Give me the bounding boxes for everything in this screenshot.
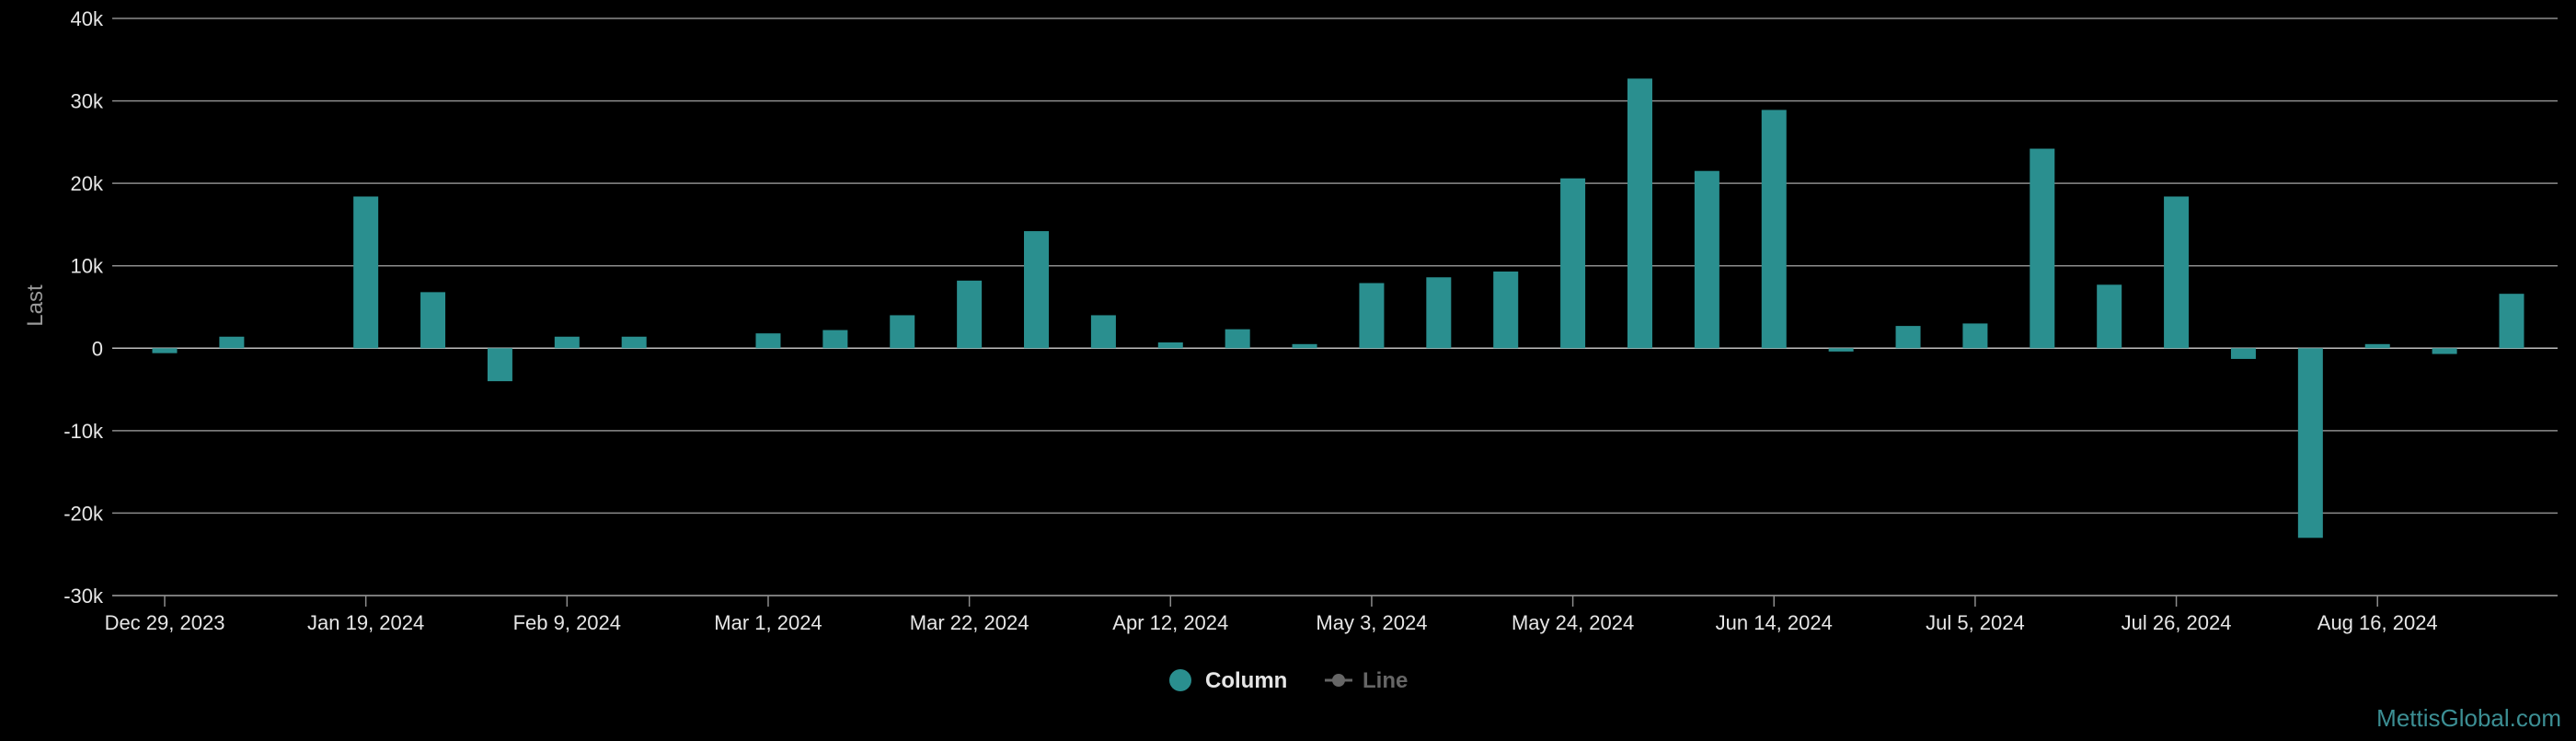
legend-item-column[interactable]: Column bbox=[1169, 668, 1287, 693]
legend-column-label: Column bbox=[1205, 668, 1287, 693]
bar[interactable] bbox=[2164, 196, 2190, 349]
x-tick-label: Jul 5, 2024 bbox=[1926, 611, 2025, 634]
bar[interactable] bbox=[420, 292, 446, 349]
x-tick-label: Mar 22, 2024 bbox=[910, 611, 1029, 634]
bar[interactable] bbox=[957, 280, 983, 349]
x-tick-label: Feb 9, 2024 bbox=[513, 611, 621, 634]
bar[interactable] bbox=[2364, 343, 2390, 349]
x-tick-label: Mar 1, 2024 bbox=[714, 611, 822, 634]
y-tick-label: 40k bbox=[71, 7, 104, 30]
bar[interactable] bbox=[621, 336, 647, 349]
y-axis-labels: 40k 30k 20k 10k 0 -10k -20k -30k bbox=[63, 7, 104, 608]
y-tick-label: -30k bbox=[63, 585, 104, 608]
bar[interactable] bbox=[554, 336, 580, 349]
y-tick-label: 10k bbox=[71, 255, 104, 278]
bar[interactable] bbox=[1493, 271, 1519, 349]
series-column-bars bbox=[152, 78, 2524, 538]
bar[interactable] bbox=[1627, 78, 1652, 349]
bar[interactable] bbox=[755, 333, 781, 349]
y-tick-label: -10k bbox=[63, 420, 104, 443]
x-tick-label: Aug 16, 2024 bbox=[2317, 611, 2438, 634]
x-tick-label: Jul 26, 2024 bbox=[2122, 611, 2232, 634]
bar[interactable] bbox=[353, 196, 379, 349]
x-axis: Dec 29, 2023 Jan 19, 2024 Feb 9, 2024 Mar 1… bbox=[105, 595, 2558, 634]
legend-item-line[interactable]: Line bbox=[1325, 668, 1408, 693]
y-axis-title: Last bbox=[23, 284, 48, 327]
y-tick-label: 0 bbox=[92, 337, 103, 360]
bar[interactable] bbox=[1761, 110, 1787, 349]
legend: Column Line bbox=[1169, 668, 1408, 693]
bar[interactable] bbox=[822, 330, 848, 349]
legend-column-marker bbox=[1169, 669, 1191, 691]
x-tick-label: Jun 14, 2024 bbox=[1716, 611, 1833, 634]
bar[interactable] bbox=[890, 315, 915, 349]
bar[interactable] bbox=[2297, 348, 2323, 538]
legend-line-label: Line bbox=[1363, 668, 1408, 693]
bar[interactable] bbox=[487, 348, 512, 382]
bar[interactable] bbox=[1225, 329, 1250, 349]
bar[interactable] bbox=[1895, 326, 1921, 349]
bar[interactable] bbox=[2432, 348, 2457, 354]
bar[interactable] bbox=[1694, 170, 1719, 349]
bar[interactable] bbox=[2097, 284, 2122, 349]
bar[interactable] bbox=[219, 336, 245, 349]
bar[interactable] bbox=[2230, 348, 2256, 359]
bar[interactable] bbox=[1560, 178, 1586, 349]
bar[interactable] bbox=[1828, 348, 1854, 352]
credits-link[interactable]: MettisGlobal.com bbox=[2376, 704, 2561, 732]
x-tick-label: Dec 29, 2023 bbox=[105, 611, 225, 634]
bar[interactable] bbox=[2499, 294, 2524, 349]
x-tick-label: May 24, 2024 bbox=[1512, 611, 1634, 634]
bar[interactable] bbox=[2030, 148, 2055, 349]
y-tick-label: -20k bbox=[63, 502, 104, 525]
bar[interactable] bbox=[1090, 315, 1116, 349]
x-tick-label: Apr 12, 2024 bbox=[1112, 611, 1228, 634]
y-tick-label: 20k bbox=[71, 172, 104, 195]
y-tick-label: 30k bbox=[71, 90, 104, 113]
bar[interactable] bbox=[1359, 283, 1385, 349]
legend-line-marker-dot bbox=[1332, 674, 1345, 687]
x-tick-label: Jan 19, 2024 bbox=[307, 611, 424, 634]
bar[interactable] bbox=[1962, 323, 1988, 349]
bar[interactable] bbox=[152, 348, 178, 353]
bar[interactable] bbox=[1157, 342, 1183, 349]
bar[interactable] bbox=[1292, 343, 1317, 349]
bar[interactable] bbox=[1024, 231, 1050, 349]
bar[interactable] bbox=[1426, 277, 1452, 349]
x-tick-label: May 3, 2024 bbox=[1316, 611, 1427, 634]
